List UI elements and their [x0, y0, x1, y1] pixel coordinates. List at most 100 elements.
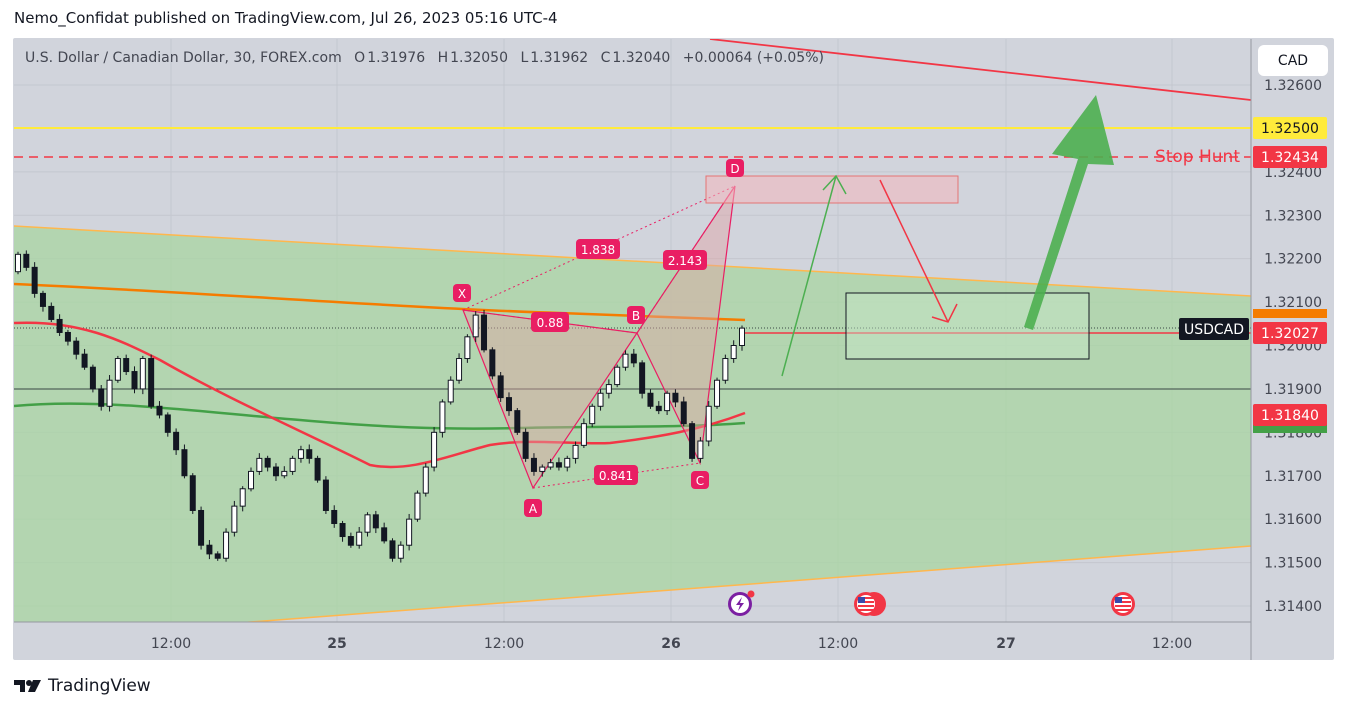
- candle: [23, 250, 30, 271]
- currency-button[interactable]: CAD: [1258, 45, 1328, 76]
- green-ma: [14, 402, 746, 430]
- candle: [223, 528, 230, 562]
- candle: [730, 340, 737, 363]
- target-box: [845, 292, 1090, 360]
- candle: [206, 540, 213, 560]
- us-flag-event-icon[interactable]: [854, 592, 886, 616]
- candle: [281, 466, 288, 479]
- candle: [347, 532, 354, 548]
- x-tick-label: 12:00: [484, 636, 524, 652]
- candle: [148, 354, 155, 409]
- ohlc-legend: U.S. Dollar / Canadian Dollar, 30, FOREX…: [25, 50, 826, 66]
- candle: [231, 500, 238, 537]
- xb-dotted: [462, 309, 638, 334]
- candle: [397, 541, 404, 563]
- candle: [198, 506, 205, 550]
- candle: [214, 551, 221, 561]
- ratio-088-text: 0.88: [537, 316, 564, 330]
- candle: [539, 464, 546, 477]
- green-projection-arrow: [781, 174, 847, 377]
- y-tick-label: 1.31500: [1264, 556, 1322, 572]
- candle: [181, 444, 188, 479]
- candle: [447, 376, 454, 405]
- candle: [505, 392, 512, 416]
- candle: [689, 421, 696, 462]
- price-tag-stophunt: 1.32434: [1253, 146, 1327, 168]
- x-tick-label: 12:00: [818, 636, 858, 652]
- red-ma: [14, 321, 746, 469]
- high-label: H: [437, 50, 449, 66]
- candle: [497, 371, 504, 402]
- price-tag-stophunt-text: 1.32434: [1261, 150, 1319, 166]
- candle: [381, 522, 388, 544]
- price-tag-131840: 1.31840: [1253, 404, 1327, 426]
- ratio-088-label: 0.88: [531, 312, 569, 332]
- tradingview-brand[interactable]: TradingView: [14, 676, 151, 696]
- candle: [530, 453, 537, 476]
- channel-bottom-line: [240, 545, 1251, 622]
- candle: [297, 445, 304, 463]
- big-green-arrow: [1024, 95, 1114, 330]
- x-axis[interactable]: 12:00 25 12:00 26 12:00 27 12:00: [151, 636, 1192, 652]
- point-b-label: B: [627, 306, 645, 324]
- tradingview-logo-icon: [14, 680, 41, 692]
- candle: [722, 354, 729, 384]
- price-tag-132500: 1.32500: [1253, 117, 1327, 139]
- candle: [48, 302, 55, 323]
- candle: [414, 490, 421, 522]
- ratio-1838-label: 1.838: [576, 239, 620, 259]
- price-tag-131840-text: 1.31840: [1261, 408, 1319, 424]
- candle: [456, 353, 463, 384]
- y-tick-label: 1.32200: [1264, 252, 1322, 268]
- candle: [106, 375, 113, 412]
- candle: [422, 463, 429, 497]
- price-tag-usdcad-text: 1.32027: [1261, 326, 1319, 342]
- candle: [514, 408, 521, 435]
- candle: [331, 505, 338, 528]
- point-d-label: D: [726, 159, 744, 177]
- usdcad-symbol-text: USDCAD: [1184, 322, 1244, 338]
- high-value: 1.32050: [450, 50, 508, 66]
- candle: [555, 457, 562, 471]
- candle: [655, 401, 662, 415]
- orange-ma: [14, 282, 746, 322]
- symbol-title[interactable]: U.S. Dollar / Canadian Dollar, 30, FOREX…: [25, 50, 342, 66]
- candle: [256, 453, 263, 475]
- stop-hunt-label: Stop Hunt: [1155, 147, 1240, 167]
- candle: [98, 385, 105, 411]
- y-tick-label: 1.32600: [1264, 78, 1322, 94]
- x-tick-label: 25: [327, 636, 346, 652]
- x-tick-label: 26: [661, 636, 680, 652]
- candle: [547, 458, 554, 470]
- ac-dotted: [532, 462, 701, 489]
- flash-event-icon[interactable]: [728, 590, 755, 617]
- us-flag-event-icon-2[interactable]: [1111, 592, 1135, 616]
- candle: [322, 476, 329, 514]
- candle: [572, 441, 579, 464]
- close-label: C: [600, 50, 611, 66]
- candle: [389, 538, 396, 562]
- candle: [472, 311, 479, 343]
- brand-text: TradingView: [48, 676, 151, 696]
- candle: [714, 377, 721, 409]
- candle: [131, 366, 138, 394]
- candles: [15, 250, 745, 563]
- candle: [639, 360, 646, 399]
- candle: [431, 427, 438, 472]
- candle: [164, 412, 171, 437]
- candle: [339, 520, 346, 542]
- point-a-text: A: [529, 502, 538, 516]
- candle: [439, 399, 446, 438]
- candle: [89, 364, 96, 393]
- candle: [272, 463, 279, 481]
- candle: [114, 355, 121, 383]
- candle: [173, 428, 180, 455]
- red-trendline: [709, 39, 1251, 101]
- candle: [672, 389, 679, 408]
- candle: [664, 390, 671, 415]
- candle: [622, 350, 629, 371]
- point-c-label: C: [691, 471, 709, 489]
- y-tick-label: 1.32400: [1264, 165, 1322, 181]
- point-c-text: C: [696, 474, 704, 488]
